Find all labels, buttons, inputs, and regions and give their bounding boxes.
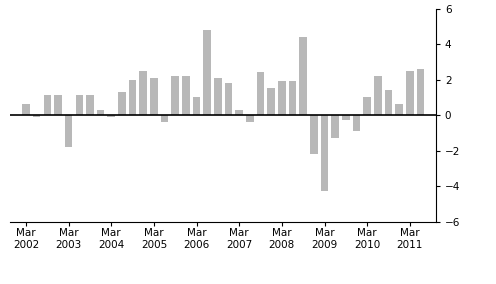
Bar (22, 104, 30, 115)
Bar (374, 76, 381, 115)
Bar (139, 71, 147, 115)
Bar (395, 104, 403, 115)
Bar (278, 81, 286, 115)
Bar (417, 69, 424, 115)
Bar (310, 115, 317, 154)
Bar (321, 115, 328, 191)
Bar (182, 76, 189, 115)
Bar (267, 88, 275, 115)
Bar (97, 110, 104, 115)
Bar (342, 115, 350, 120)
Bar (54, 95, 62, 115)
Bar (129, 80, 136, 115)
Bar (257, 72, 264, 115)
Bar (300, 37, 307, 115)
Bar (385, 90, 392, 115)
Bar (75, 95, 83, 115)
Bar (353, 115, 360, 131)
Bar (289, 81, 296, 115)
Bar (203, 30, 211, 115)
Bar (33, 115, 40, 117)
Bar (86, 95, 94, 115)
Bar (118, 92, 125, 115)
Bar (214, 78, 222, 115)
Bar (331, 115, 339, 138)
Bar (246, 115, 253, 122)
Bar (364, 97, 371, 115)
Bar (172, 76, 179, 115)
Bar (161, 115, 168, 122)
Bar (44, 95, 51, 115)
Bar (225, 83, 232, 115)
Bar (150, 78, 158, 115)
Bar (406, 71, 414, 115)
Bar (193, 97, 200, 115)
Bar (236, 110, 243, 115)
Bar (65, 115, 72, 147)
Bar (108, 115, 115, 117)
